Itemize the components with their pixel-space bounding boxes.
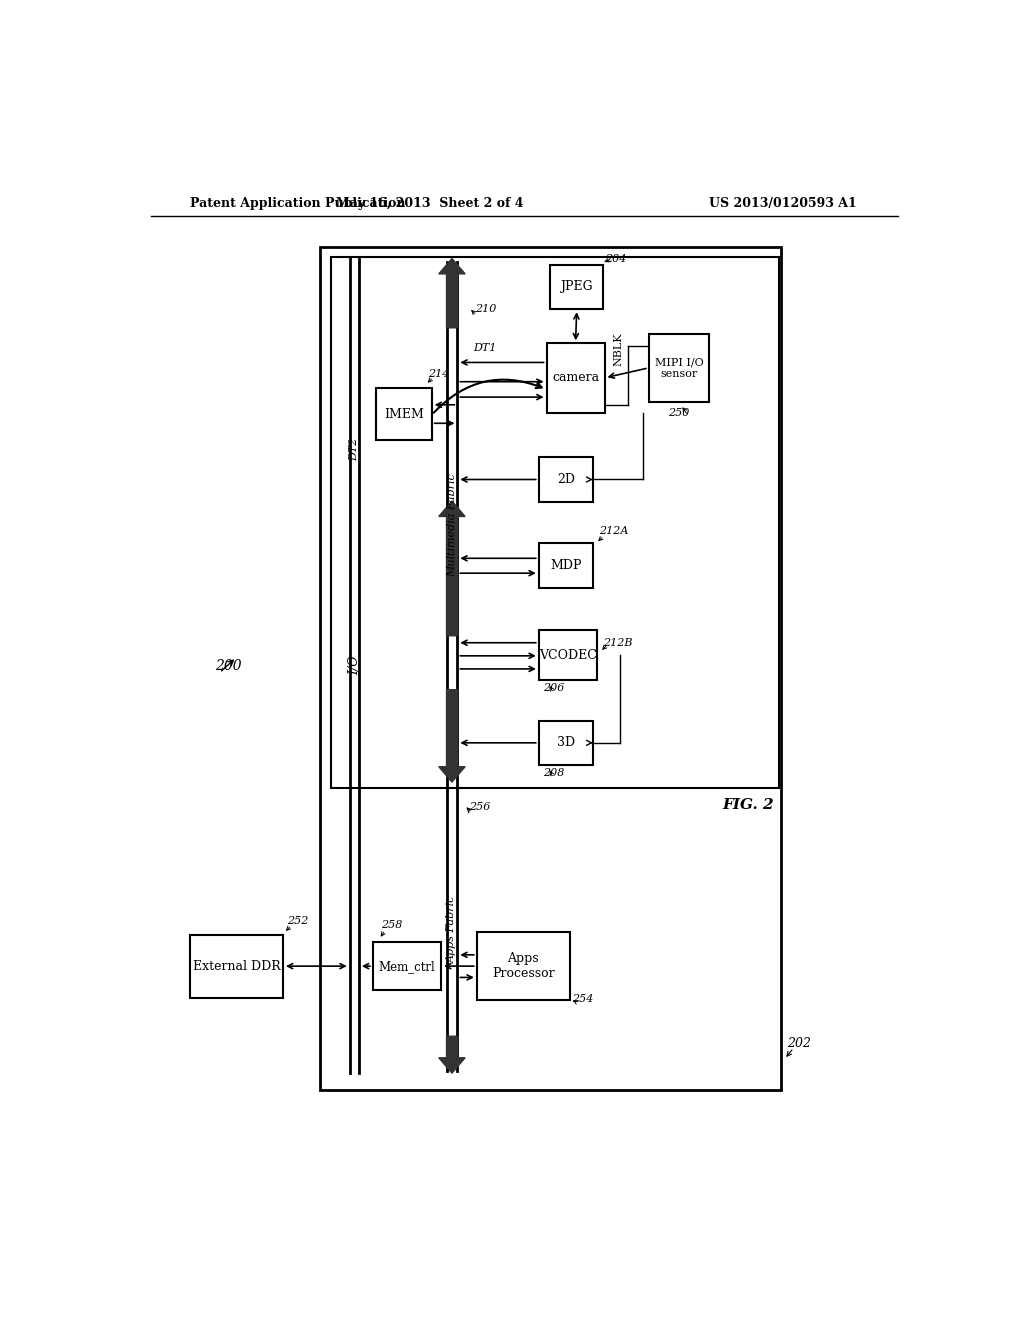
Polygon shape xyxy=(438,502,465,636)
Text: DT2: DT2 xyxy=(349,438,359,461)
Bar xyxy=(190,935,283,998)
Text: 252: 252 xyxy=(287,916,308,925)
Text: JPEG: JPEG xyxy=(560,280,593,293)
Text: 212A: 212A xyxy=(599,527,629,536)
Bar xyxy=(539,544,593,589)
Text: DT1: DT1 xyxy=(474,343,497,352)
Text: MIPI I/O
sensor: MIPI I/O sensor xyxy=(654,356,703,379)
Bar xyxy=(539,457,593,502)
Text: 3D: 3D xyxy=(557,737,574,750)
Text: Multimedia Fabric: Multimedia Fabric xyxy=(446,474,457,577)
Text: camera: camera xyxy=(552,371,599,384)
Text: NBLK: NBLK xyxy=(613,333,624,366)
Polygon shape xyxy=(438,689,465,781)
Text: Apps Fabric: Apps Fabric xyxy=(446,896,457,964)
Text: 202: 202 xyxy=(787,1038,812,1051)
Text: External DDR: External DDR xyxy=(193,960,281,973)
Text: US 2013/0120593 A1: US 2013/0120593 A1 xyxy=(710,197,857,210)
Text: May 16, 2013  Sheet 2 of 4: May 16, 2013 Sheet 2 of 4 xyxy=(337,197,524,210)
Text: 250: 250 xyxy=(669,408,690,417)
Text: FIG. 2: FIG. 2 xyxy=(722,799,774,812)
Text: 256: 256 xyxy=(469,801,490,812)
Text: 2D: 2D xyxy=(557,473,574,486)
Text: Patent Application Publication: Patent Application Publication xyxy=(190,197,406,210)
Bar xyxy=(331,257,779,788)
Bar xyxy=(550,264,603,309)
Text: 254: 254 xyxy=(572,994,594,1003)
Bar xyxy=(539,631,597,681)
Text: 258: 258 xyxy=(381,920,402,931)
Text: IMEM: IMEM xyxy=(384,408,424,421)
Text: Mem_ctrl: Mem_ctrl xyxy=(379,960,435,973)
Bar xyxy=(547,343,604,412)
Bar xyxy=(649,334,710,401)
Text: 206: 206 xyxy=(543,684,564,693)
Text: Apps
Processor: Apps Processor xyxy=(492,952,555,981)
Text: VCODEC: VCODEC xyxy=(539,649,597,661)
Text: I/O: I/O xyxy=(348,655,360,675)
Text: 212B: 212B xyxy=(603,638,633,648)
Text: 200: 200 xyxy=(215,660,242,673)
Bar xyxy=(477,932,569,1001)
Bar xyxy=(539,721,593,766)
Polygon shape xyxy=(438,1036,465,1073)
Text: 204: 204 xyxy=(604,253,626,264)
Text: 210: 210 xyxy=(475,305,497,314)
Text: 208: 208 xyxy=(543,768,564,777)
Polygon shape xyxy=(438,259,465,327)
Bar xyxy=(376,388,432,441)
Bar xyxy=(373,942,441,990)
Text: 214: 214 xyxy=(428,370,450,379)
Text: MDP: MDP xyxy=(550,560,582,573)
Bar xyxy=(321,247,781,1090)
